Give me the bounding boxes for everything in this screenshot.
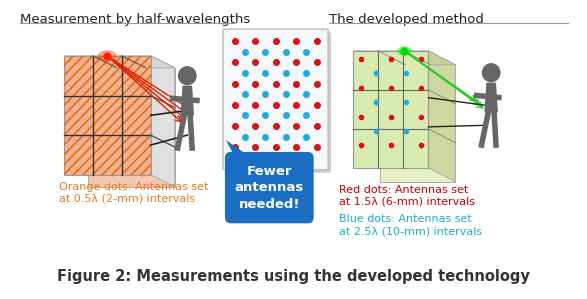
Text: Blue dots: Antennas set: Blue dots: Antennas set: [339, 214, 471, 224]
Polygon shape: [353, 51, 456, 65]
Text: at 2.5λ (10-mm) intervals: at 2.5λ (10-mm) intervals: [339, 226, 482, 236]
Text: at 0.5λ (2-mm) intervals: at 0.5λ (2-mm) intervals: [59, 193, 195, 204]
Text: The developed method: The developed method: [329, 13, 484, 26]
Text: Red dots: Antennas set: Red dots: Antennas set: [339, 185, 468, 195]
Polygon shape: [226, 140, 252, 158]
Polygon shape: [64, 56, 151, 175]
Polygon shape: [64, 56, 175, 68]
Ellipse shape: [99, 51, 116, 61]
Circle shape: [178, 67, 196, 85]
Ellipse shape: [397, 47, 411, 55]
Polygon shape: [181, 86, 194, 115]
FancyBboxPatch shape: [223, 29, 328, 170]
Circle shape: [483, 64, 500, 82]
FancyBboxPatch shape: [226, 32, 331, 173]
Polygon shape: [429, 51, 456, 182]
Polygon shape: [380, 65, 456, 182]
Text: Orange dots: Antennas set: Orange dots: Antennas set: [59, 182, 208, 192]
Text: Figure 2: Measurements using the developed technology: Figure 2: Measurements using the develop…: [57, 269, 530, 284]
Text: Fewer
antennas
needed!: Fewer antennas needed!: [235, 165, 304, 210]
Polygon shape: [88, 68, 175, 187]
Text: Measurement by half-wavelengths: Measurement by half-wavelengths: [21, 13, 251, 26]
Polygon shape: [151, 56, 175, 187]
Polygon shape: [353, 51, 429, 168]
Text: at 1.5λ (6-mm) intervals: at 1.5λ (6-mm) intervals: [339, 196, 475, 207]
Polygon shape: [484, 83, 498, 112]
FancyBboxPatch shape: [225, 152, 313, 223]
